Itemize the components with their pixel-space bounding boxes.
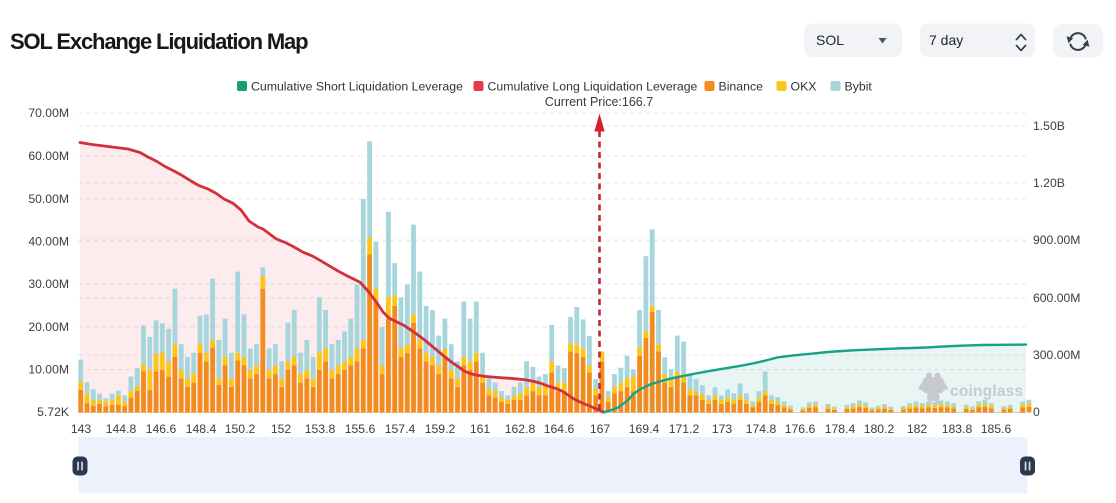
svg-text:164.6: 164.6 xyxy=(544,422,575,436)
svg-text:159.2: 159.2 xyxy=(425,422,456,436)
svg-text:182: 182 xyxy=(907,422,928,436)
svg-text:20.00M: 20.00M xyxy=(28,320,69,334)
svg-text:143: 143 xyxy=(71,422,92,436)
svg-text:1.50B: 1.50B xyxy=(1033,119,1065,133)
svg-text:146.6: 146.6 xyxy=(146,422,177,436)
svg-text:7 day: 7 day xyxy=(929,32,963,48)
svg-text:70.00M: 70.00M xyxy=(28,106,69,120)
svg-text:162.8: 162.8 xyxy=(505,422,536,436)
svg-text:600.00M: 600.00M xyxy=(1033,291,1080,305)
svg-text:Cumulative Short Liquidation L: Cumulative Short Liquidation Leverage xyxy=(251,80,463,94)
svg-text:0: 0 xyxy=(1033,405,1040,419)
svg-text:152: 152 xyxy=(271,422,292,436)
svg-text:150.2: 150.2 xyxy=(225,422,256,436)
svg-text:153.8: 153.8 xyxy=(305,422,336,436)
svg-text:144.8: 144.8 xyxy=(106,422,137,436)
svg-text:OKX: OKX xyxy=(791,80,817,94)
svg-text:30.00M: 30.00M xyxy=(28,277,69,291)
svg-text:180.2: 180.2 xyxy=(864,422,895,436)
svg-text:174.8: 174.8 xyxy=(746,422,777,436)
svg-text:50.00M: 50.00M xyxy=(28,192,69,206)
svg-text:1.20B: 1.20B xyxy=(1033,176,1065,190)
svg-text:40.00M: 40.00M xyxy=(28,235,69,249)
svg-text:171.2: 171.2 xyxy=(669,422,700,436)
svg-text:155.6: 155.6 xyxy=(345,422,376,436)
svg-text:173: 173 xyxy=(712,422,733,436)
svg-text:Cumulative Long Liquidation Le: Cumulative Long Liquidation Leverage xyxy=(488,80,698,94)
svg-text:10.00M: 10.00M xyxy=(28,363,69,377)
svg-text:161: 161 xyxy=(470,422,491,436)
svg-text:176.6: 176.6 xyxy=(785,422,816,436)
svg-text:5.72K: 5.72K xyxy=(37,405,69,419)
svg-text:148.4: 148.4 xyxy=(186,422,217,436)
svg-text:300.00M: 300.00M xyxy=(1033,348,1080,362)
svg-text:900.00M: 900.00M xyxy=(1033,233,1080,247)
svg-text:183.8: 183.8 xyxy=(942,422,973,436)
svg-text:coinglass: coinglass xyxy=(950,383,1023,400)
svg-text:157.4: 157.4 xyxy=(385,422,416,436)
svg-text:178.4: 178.4 xyxy=(825,422,856,436)
svg-text:Current Price:166.7: Current Price:166.7 xyxy=(545,95,653,109)
svg-text:169.4: 169.4 xyxy=(629,422,660,436)
svg-text:Binance: Binance xyxy=(719,80,764,94)
svg-text:Bybit: Bybit xyxy=(845,80,873,94)
svg-text:60.00M: 60.00M xyxy=(28,149,69,163)
svg-text:167: 167 xyxy=(590,422,611,436)
svg-text:SOL: SOL xyxy=(816,32,844,48)
svg-text:185.6: 185.6 xyxy=(981,422,1012,436)
